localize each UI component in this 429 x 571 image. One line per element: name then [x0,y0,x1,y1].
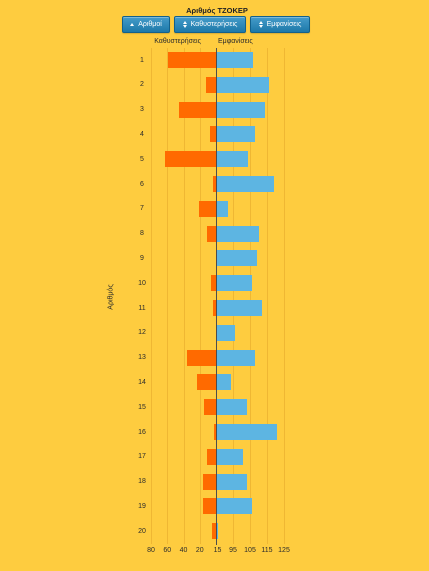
delay-bar [207,225,216,242]
x-tick-label: 105 [244,547,256,554]
delay-bar [210,126,216,143]
grid-line [200,48,201,544]
row-label: 10 [138,279,146,287]
appearance-bar [217,101,266,118]
delay-bar [197,374,216,391]
delay-bar [203,498,216,515]
row-label: 19 [138,502,146,510]
x-tick-label: 20 [195,547,204,554]
appearance-bar [217,52,254,68]
delay-bar [203,473,216,490]
appearance-bar [217,498,252,515]
grid-line [167,48,168,544]
x-tick-label: 125 [278,547,290,554]
delay-bar [203,399,216,416]
center-axis-line [216,48,217,545]
row-label: 6 [140,180,144,188]
row-label: 5 [140,155,144,163]
row-label: 14 [138,378,146,386]
delay-bar [186,349,216,366]
delay-bar [212,300,216,316]
x-tick-label: 80 [147,547,155,554]
sort-toolbar: Αριθμοί Καθυστερήσεις Εμφανίσεις [122,16,310,33]
delay-bar [198,200,216,217]
appearance-bar [217,126,256,143]
grid-line [250,48,251,544]
row-label: 7 [140,205,144,213]
row-label: 16 [138,428,146,436]
column-header-delays: Καθυστερήσεις [154,38,201,45]
appearance-bar [217,424,278,440]
appearance-bar [217,349,256,366]
appearance-bar [217,76,269,93]
column-header-appearances: Εμφανίσεις [218,38,253,45]
appearance-bar [217,275,252,292]
delay-bar [164,151,216,168]
grid-line [233,48,234,544]
row-label: 11 [138,304,146,312]
appearance-bar [217,399,247,416]
chart-title: Αριθμός ΤΖΟΚΕΡ [186,6,248,15]
sort-icon [258,21,264,28]
appearance-bar [217,324,235,341]
grid-line [184,48,185,544]
appearance-bar [217,200,228,217]
row-label: 8 [140,230,144,238]
row-label: 4 [140,130,144,138]
sort-ascending-icon [130,21,135,28]
appearance-bar [217,250,257,267]
x-tick-label: 95 [229,547,237,554]
grid-line [267,48,268,544]
row-label: 18 [138,478,146,486]
appearance-bar [217,374,232,391]
row-label: 20 [138,527,146,535]
delay-bar [207,448,216,465]
delay-bar [211,275,216,292]
row-label: 2 [140,81,144,89]
appearance-bar [217,300,262,316]
y-axis-label: Αριθμός [107,284,115,310]
row-label: 9 [140,254,144,262]
row-label: 15 [138,403,146,411]
sort-by-delays-button[interactable]: Καθυστερήσεις [174,16,246,33]
appearance-bar [217,448,244,465]
grid-line [151,48,152,544]
sort-by-number-button[interactable]: Αριθμοί [122,16,170,33]
appearance-bar [217,225,259,242]
sort-icon [182,21,188,28]
x-tick-label: 15 [213,547,222,554]
appearance-bar [217,151,249,168]
sort-button-label: Αριθμοί [138,21,162,28]
delay-bar [206,76,216,93]
appearance-bar [217,176,274,192]
grid-line [284,48,285,544]
x-tick-label: 115 [261,547,273,554]
delay-bar [178,101,216,118]
row-label: 17 [138,453,146,461]
sort-button-label: Καθυστερήσεις [190,21,238,28]
x-tick-label: 60 [163,547,172,554]
delay-bar [212,176,216,192]
row-label: 13 [138,354,146,362]
appearance-bar [217,523,218,540]
appearance-bar [217,473,247,490]
row-label: 3 [140,106,144,114]
delay-bar [211,523,216,540]
row-label: 1 [140,56,144,64]
sort-button-label: Εμφανίσεις [266,21,302,28]
x-tick-label: 40 [179,547,188,554]
delay-bar [214,424,216,440]
delay-bar [168,52,216,68]
row-label: 12 [138,329,146,337]
sort-by-appearances-button[interactable]: Εμφανίσεις [250,16,310,33]
